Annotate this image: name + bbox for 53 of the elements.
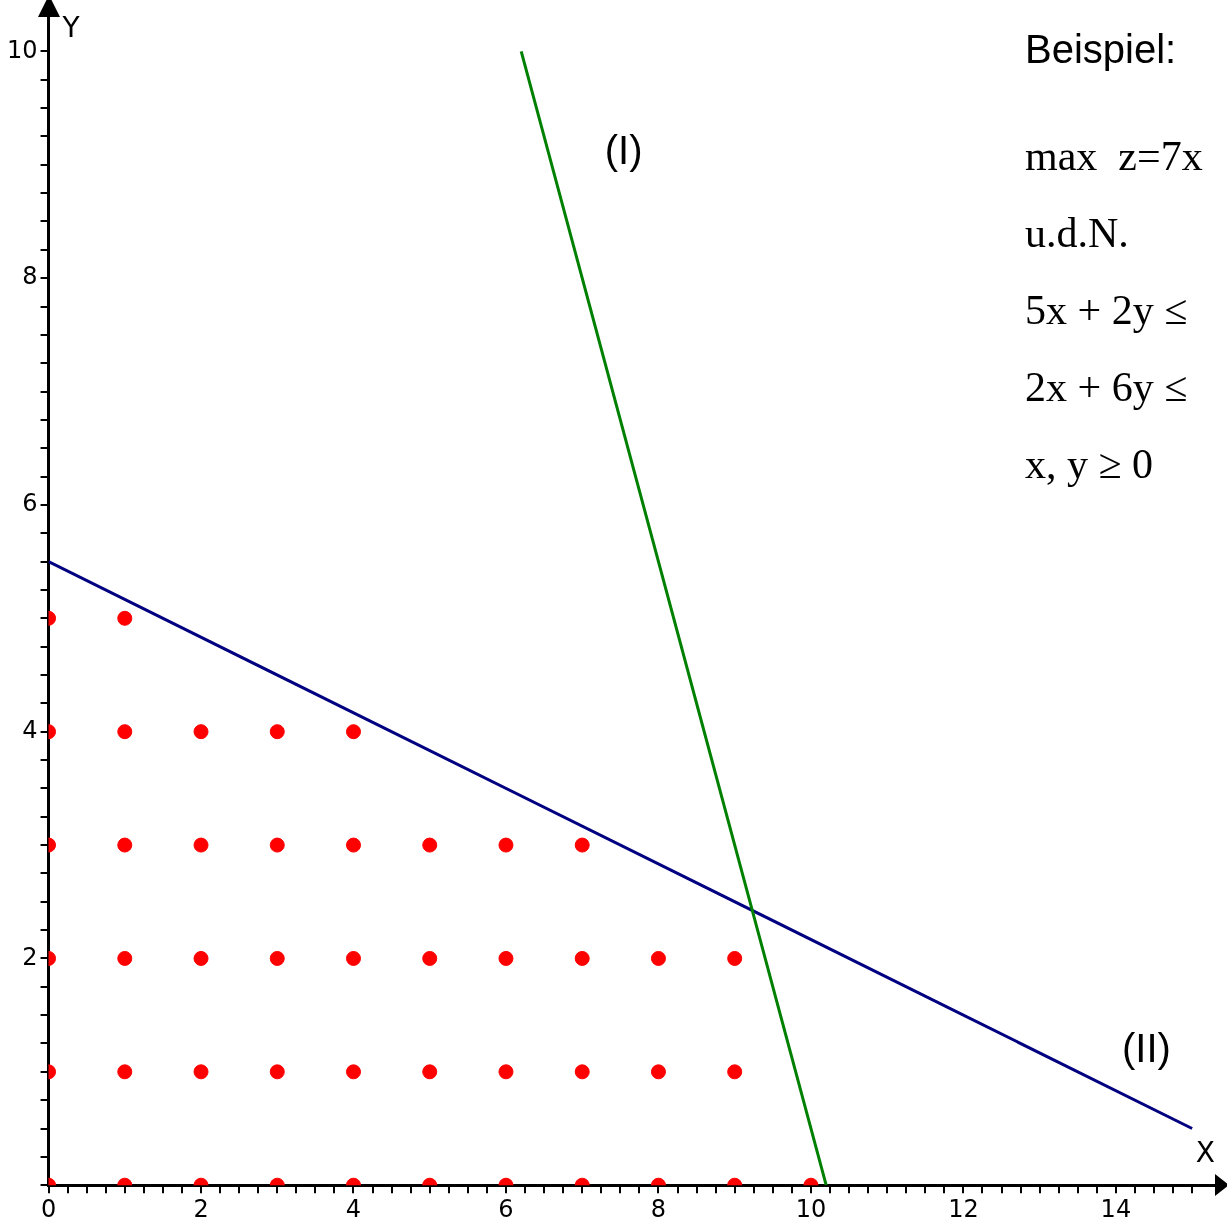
x-tick-label: 2: [193, 1194, 209, 1223]
point: [117, 610, 133, 626]
x-tick-label: 8: [650, 1194, 667, 1223]
y-tick-label: 4: [22, 715, 38, 744]
x-tick-label: 14: [1100, 1194, 1132, 1223]
point: [117, 724, 133, 740]
point: [574, 1064, 590, 1080]
x-tick-label: 10: [795, 1194, 827, 1223]
y-tick-label: 2: [22, 942, 38, 971]
point: [727, 950, 743, 966]
point: [574, 837, 590, 853]
x-tick-label: 6: [498, 1194, 514, 1223]
point: [346, 1064, 361, 1080]
point: [422, 1064, 438, 1080]
point: [727, 1064, 743, 1080]
point: [117, 950, 133, 966]
y-axis-title: Y: [61, 10, 81, 44]
point: [193, 1064, 209, 1080]
annotation: 2x + 6y ≤: [1025, 364, 1188, 411]
point: [346, 950, 361, 966]
y-tick-label: 8: [22, 262, 38, 291]
annotation: Beispiel:: [1025, 27, 1177, 72]
series-label: (II): [1121, 1025, 1171, 1070]
x-tick-label: 12: [948, 1194, 979, 1223]
point: [650, 1064, 666, 1080]
x-axis-title: X: [1195, 1136, 1215, 1170]
point: [117, 1064, 133, 1080]
point: [346, 724, 361, 740]
y-tick-label: 10: [6, 35, 38, 64]
point: [269, 837, 285, 853]
point: [193, 950, 209, 966]
point: [193, 724, 209, 740]
point: [422, 950, 438, 966]
y-tick-label: 6: [22, 489, 38, 518]
point: [269, 950, 285, 966]
point: [498, 837, 514, 853]
point: [193, 837, 209, 853]
annotation: 5x + 2y ≤: [1025, 287, 1188, 334]
point: [498, 1064, 514, 1080]
point: [422, 837, 438, 853]
point: [498, 950, 514, 966]
point: [117, 837, 133, 853]
point: [650, 950, 666, 966]
point: [346, 837, 361, 853]
point: [269, 1064, 285, 1080]
point: [574, 950, 590, 966]
annotation: u.d.N.: [1025, 210, 1129, 257]
x-tick-label: 4: [345, 1194, 362, 1223]
annotation: max z=7x: [1025, 133, 1203, 180]
point: [269, 724, 285, 740]
annotation: x, y ≥ 0: [1025, 441, 1154, 488]
x-tick-label: 0: [40, 1194, 57, 1223]
series-label: (I): [604, 128, 643, 173]
